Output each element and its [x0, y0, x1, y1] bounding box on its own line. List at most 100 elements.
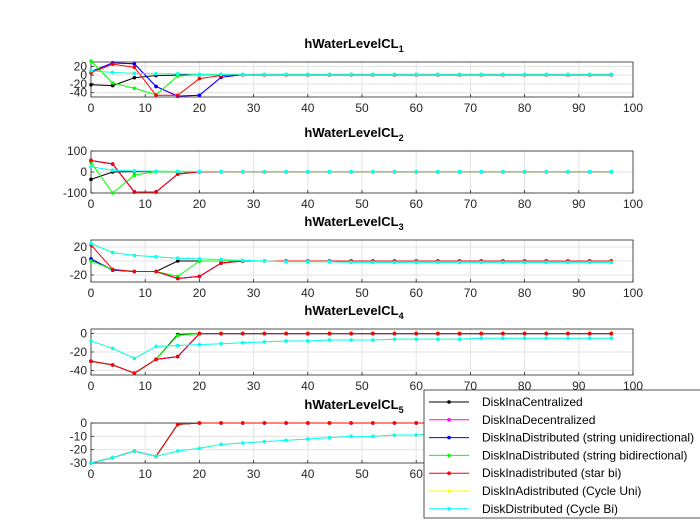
y-tick-label: -40 [70, 363, 88, 377]
data-point [154, 269, 158, 274]
data-point [89, 241, 93, 246]
data-point [479, 331, 484, 336]
subplot-title-main: hWaterLevelCL [304, 36, 398, 51]
data-point [240, 258, 245, 263]
data-point [306, 421, 310, 425]
data-point [414, 260, 419, 265]
data-point [371, 72, 375, 77]
data-point [240, 169, 245, 174]
data-point [284, 259, 288, 264]
legend-box [423, 389, 700, 519]
data-point [501, 331, 505, 336]
data-point [392, 169, 397, 174]
x-tick-label: 0 [88, 286, 95, 300]
subplot-title-main: hWaterLevelCL [304, 303, 398, 318]
data-point [154, 454, 158, 459]
x-tick-label: 40 [301, 197, 315, 211]
x-tick-label: 30 [247, 101, 261, 115]
subplot-title: hWaterLevelCL2 [304, 125, 403, 143]
data-point [566, 336, 570, 341]
data-point [110, 346, 115, 351]
data-point [240, 72, 245, 77]
x-tick-label: 60 [410, 467, 424, 481]
data-point [522, 260, 527, 265]
data-point [306, 169, 310, 174]
data-point [284, 438, 288, 443]
data-point [110, 81, 115, 85]
legend-marker [447, 507, 451, 511]
data-point [436, 72, 440, 77]
data-point [566, 169, 570, 174]
data-point [175, 422, 180, 427]
data-point [522, 331, 527, 336]
data-point [306, 339, 310, 343]
data-point [110, 70, 115, 75]
data-point [327, 331, 332, 336]
data-point [457, 331, 462, 336]
data-point [110, 363, 115, 367]
data-point [306, 259, 310, 264]
y-tick-label: -20 [70, 77, 88, 91]
subplot-title: hWaterLevelCL3 [304, 214, 403, 232]
data-point [89, 259, 93, 263]
x-tick-label: 20 [193, 101, 207, 115]
data-point [175, 354, 180, 359]
data-point [175, 276, 180, 281]
data-point [89, 164, 93, 169]
subplot-title-subscript: 3 [399, 222, 404, 232]
data-point [154, 72, 158, 76]
x-tick-label: 50 [355, 379, 369, 393]
x-tick-label: 20 [193, 197, 207, 211]
x-tick-label: 0 [88, 197, 95, 211]
data-point [371, 331, 375, 336]
legend-entry: DiskInaDecentralized [482, 413, 595, 427]
x-tick-label: 40 [301, 101, 315, 115]
data-point [219, 331, 223, 336]
data-point [89, 68, 93, 73]
legend-marker [447, 453, 451, 458]
data-point [522, 336, 527, 341]
data-point [197, 169, 202, 174]
x-tick-label: 0 [88, 467, 95, 481]
data-point [544, 336, 549, 341]
data-point [392, 260, 397, 265]
data-point [306, 331, 310, 336]
data-point [414, 433, 419, 437]
data-point [501, 169, 505, 174]
subplot-3: 0 10 20 30 40 50 60 70 80 90 100200-20hWaterLevelC… [70, 214, 644, 300]
data-point [110, 191, 115, 195]
x-tick-label: 60 [410, 286, 424, 300]
data-point [609, 169, 614, 174]
legend-entry: DiskInaDistributed (string unidirectiona… [482, 431, 694, 445]
y-tick-label: 20 [74, 240, 88, 254]
data-point [284, 169, 288, 174]
data-point [110, 455, 115, 460]
data-point [457, 337, 462, 341]
data-point [154, 84, 158, 89]
data-point [392, 72, 397, 77]
data-point [132, 371, 137, 375]
data-point [587, 260, 592, 265]
data-point [110, 162, 115, 166]
data-point [371, 338, 375, 342]
data-point [436, 331, 440, 336]
data-point [89, 339, 93, 343]
data-point [327, 259, 332, 264]
data-point [175, 169, 180, 174]
x-tick-label: 90 [572, 379, 586, 393]
x-tick-label: 30 [247, 197, 261, 211]
data-point [414, 169, 419, 174]
subplot-title-main: hWaterLevelCL [304, 214, 398, 229]
data-point [132, 86, 137, 91]
data-point [132, 449, 137, 453]
data-point [284, 72, 288, 77]
x-tick-label: 10 [139, 101, 153, 115]
data-point [349, 338, 353, 342]
data-point [110, 168, 115, 173]
y-tick-label: -40 [70, 86, 88, 100]
legend-entry: DiskInaDistributed (string bidirectional… [482, 448, 687, 462]
x-tick-label: 30 [247, 467, 261, 481]
data-point [110, 267, 115, 272]
x-tick-label: 100 [623, 379, 643, 393]
